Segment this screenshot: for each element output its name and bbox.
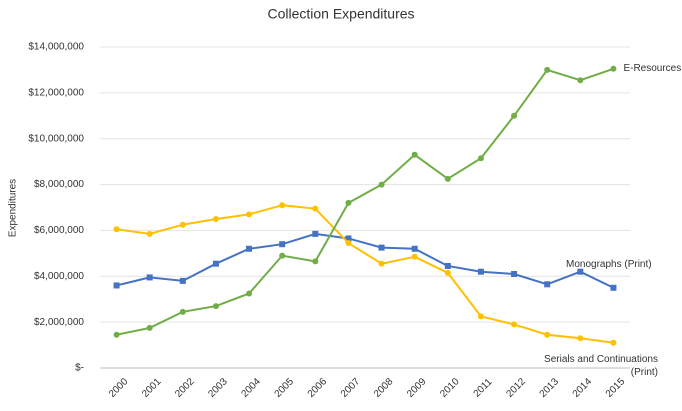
marker bbox=[279, 202, 286, 209]
x-tick-label: 2009 bbox=[405, 376, 429, 400]
marker bbox=[279, 241, 286, 248]
marker bbox=[444, 269, 451, 276]
marker bbox=[212, 260, 219, 267]
marker bbox=[477, 268, 484, 275]
marker bbox=[212, 303, 219, 310]
series-line bbox=[116, 204, 614, 344]
marker bbox=[279, 252, 286, 259]
y-tick-label: $2,000,000 bbox=[34, 317, 84, 328]
x-tick-label: 2006 bbox=[306, 376, 330, 400]
marker bbox=[511, 321, 518, 328]
marker bbox=[212, 215, 219, 222]
marker bbox=[577, 335, 584, 342]
marker bbox=[511, 112, 518, 119]
marker bbox=[345, 240, 352, 247]
y-tick-label: $4,000,000 bbox=[34, 271, 84, 282]
marker bbox=[544, 331, 551, 338]
x-tick-label: 2011 bbox=[472, 376, 495, 399]
series-label: Serials and Continuations (Print) bbox=[544, 353, 658, 378]
marker bbox=[312, 258, 319, 265]
x-tick-label: 2001 bbox=[140, 376, 164, 400]
marker bbox=[113, 282, 120, 289]
x-tick-label: 2007 bbox=[339, 376, 363, 400]
marker bbox=[411, 151, 418, 158]
marker bbox=[345, 199, 352, 206]
y-tick-label: $12,000,000 bbox=[28, 87, 84, 98]
marker bbox=[544, 281, 551, 288]
marker bbox=[411, 253, 418, 260]
x-tick-label: 2010 bbox=[438, 376, 462, 400]
x-tick-label: 2002 bbox=[173, 376, 197, 400]
y-tick-label: $- bbox=[75, 363, 84, 374]
marker bbox=[477, 155, 484, 162]
y-tick-label: $8,000,000 bbox=[34, 179, 84, 190]
marker bbox=[345, 235, 352, 242]
series-line bbox=[116, 232, 614, 289]
marker bbox=[113, 226, 120, 233]
marker bbox=[246, 290, 253, 297]
x-tick-label: 2008 bbox=[372, 376, 396, 400]
marker bbox=[610, 339, 617, 346]
marker bbox=[444, 262, 451, 269]
x-tick-label: 2000 bbox=[107, 376, 131, 400]
marker bbox=[477, 313, 484, 320]
marker bbox=[179, 308, 186, 315]
y-axis-label: Expenditures bbox=[8, 179, 19, 237]
marker bbox=[577, 77, 584, 84]
marker bbox=[378, 181, 385, 188]
x-tick-label: 2003 bbox=[206, 376, 230, 400]
marker bbox=[511, 270, 518, 277]
y-tick-label: $14,000,000 bbox=[28, 42, 84, 53]
marker bbox=[179, 221, 186, 228]
marker bbox=[444, 175, 451, 182]
x-tick-label: 2004 bbox=[239, 376, 263, 400]
series-label: Monographs (Print) bbox=[566, 258, 652, 270]
marker bbox=[544, 66, 551, 73]
chart-title: Collection Expenditures bbox=[267, 6, 414, 22]
y-tick-label: $10,000,000 bbox=[28, 133, 84, 144]
x-tick-label: 2012 bbox=[504, 376, 528, 400]
x-tick-label: 2014 bbox=[571, 376, 595, 400]
series-line bbox=[116, 67, 614, 336]
x-tick-label: 2015 bbox=[604, 376, 628, 400]
marker bbox=[577, 268, 584, 275]
x-tick-label: 2005 bbox=[273, 376, 297, 400]
marker bbox=[378, 260, 385, 267]
marker bbox=[312, 230, 319, 237]
marker bbox=[411, 245, 418, 252]
marker bbox=[610, 65, 617, 72]
marker bbox=[246, 245, 253, 252]
marker bbox=[179, 277, 186, 284]
marker bbox=[146, 324, 153, 331]
marker bbox=[378, 244, 385, 251]
series-label: E-Resources bbox=[623, 62, 682, 74]
y-tick-label: $6,000,000 bbox=[34, 225, 84, 236]
marker bbox=[246, 211, 253, 218]
marker bbox=[312, 205, 319, 212]
x-tick-label: 2013 bbox=[538, 376, 562, 400]
marker bbox=[146, 274, 153, 281]
marker bbox=[113, 331, 120, 338]
marker bbox=[146, 230, 153, 237]
marker bbox=[610, 284, 617, 291]
